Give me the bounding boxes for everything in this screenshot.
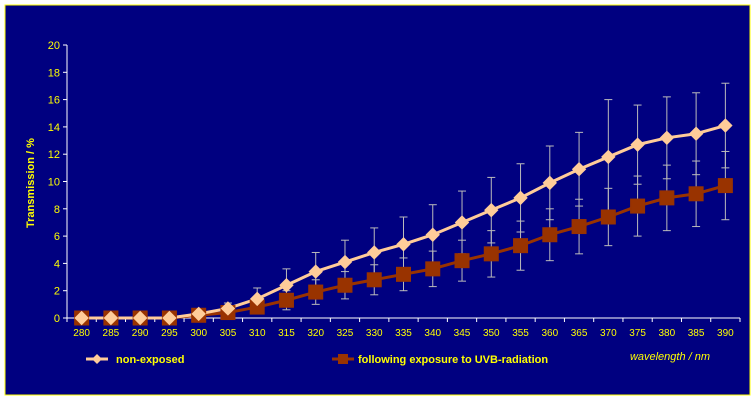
x-tick-label: 375 bbox=[629, 328, 646, 339]
data-point-non-exposed bbox=[191, 306, 206, 322]
x-tick-label: 305 bbox=[220, 328, 237, 339]
y-tick-label: 10 bbox=[48, 177, 60, 189]
data-point-non-exposed bbox=[718, 118, 733, 133]
data-point-non-exposed bbox=[484, 202, 499, 218]
data-point-uvb bbox=[513, 238, 529, 254]
x-tick-label: 310 bbox=[249, 328, 266, 339]
data-point-non-exposed bbox=[513, 190, 528, 206]
data-point-non-exposed bbox=[425, 227, 440, 242]
x-tick-label: 290 bbox=[132, 328, 149, 339]
x-tick-label: 315 bbox=[278, 328, 295, 339]
x-tick-label: 325 bbox=[337, 328, 354, 339]
x-tick-label: 335 bbox=[395, 328, 412, 339]
data-point-uvb bbox=[454, 253, 470, 269]
data-point-non-exposed bbox=[162, 310, 177, 326]
x-tick-label: 360 bbox=[541, 328, 558, 339]
x-tick-label: 280 bbox=[73, 328, 90, 339]
legend: non-exposed following exposure to UVB-ra… bbox=[86, 354, 548, 366]
data-point-uvb bbox=[483, 246, 499, 262]
x-tick-label: 300 bbox=[190, 328, 207, 339]
x-tick-label: 390 bbox=[717, 328, 734, 339]
data-point-uvb bbox=[278, 292, 294, 308]
y-tick-label: 4 bbox=[54, 258, 60, 270]
data-point-non-exposed bbox=[220, 301, 236, 316]
x-tick-label: 355 bbox=[512, 328, 529, 339]
y-tick-label: 20 bbox=[48, 40, 60, 52]
data-point-uvb bbox=[571, 219, 587, 235]
data-point-uvb bbox=[688, 186, 704, 202]
data-point-non-exposed bbox=[542, 175, 558, 191]
data-point-non-exposed bbox=[279, 278, 294, 293]
data-point-non-exposed bbox=[249, 291, 265, 307]
y-tick-label: 6 bbox=[54, 231, 60, 243]
data-point-uvb bbox=[425, 261, 441, 277]
x-tick-label: 330 bbox=[366, 328, 383, 339]
data-point-non-exposed bbox=[337, 254, 353, 270]
x-tick-label: 380 bbox=[659, 328, 676, 339]
data-point-non-exposed bbox=[103, 310, 119, 326]
data-point-uvb bbox=[542, 227, 558, 243]
data-point-uvb bbox=[337, 277, 353, 293]
y-tick-label: 18 bbox=[48, 67, 60, 79]
x-tick-label: 370 bbox=[600, 328, 617, 339]
y-tick-label: 8 bbox=[54, 204, 60, 216]
data-point-non-exposed bbox=[659, 130, 675, 146]
data-point-uvb bbox=[630, 198, 646, 214]
data-point-non-exposed bbox=[630, 137, 645, 152]
legend-label-non-exposed: non-exposed bbox=[116, 354, 184, 366]
y-tick-label: 2 bbox=[54, 286, 60, 298]
markers-layer bbox=[74, 118, 733, 326]
data-point-uvb bbox=[366, 272, 382, 288]
x-tick-label: 345 bbox=[454, 328, 471, 339]
data-point-non-exposed bbox=[454, 215, 470, 230]
legend-marker-uvb bbox=[338, 354, 348, 364]
y-tick-label: 0 bbox=[54, 313, 60, 325]
x-axis-label: wavelength / nm bbox=[630, 351, 710, 363]
data-point-non-exposed bbox=[308, 264, 323, 279]
data-point-non-exposed bbox=[367, 245, 382, 260]
x-tick-label: 320 bbox=[307, 328, 324, 339]
x-tick-label: 295 bbox=[161, 328, 178, 339]
x-tick-label: 350 bbox=[483, 328, 500, 339]
legend-marker-non-exposed bbox=[92, 354, 102, 364]
data-point-uvb bbox=[717, 178, 733, 194]
data-point-uvb bbox=[659, 190, 675, 206]
x-tick-label: 285 bbox=[103, 328, 120, 339]
data-point-uvb bbox=[600, 209, 616, 225]
data-point-non-exposed bbox=[396, 237, 411, 252]
y-tick-label: 12 bbox=[48, 149, 60, 161]
y-tick-label: 14 bbox=[48, 122, 60, 134]
y-axis-label: Transmission / % bbox=[25, 138, 37, 228]
data-point-non-exposed bbox=[571, 162, 587, 177]
chart-background bbox=[4, 4, 751, 396]
data-point-non-exposed bbox=[601, 149, 616, 165]
data-point-non-exposed bbox=[74, 310, 89, 326]
x-tick-label: 385 bbox=[688, 328, 705, 339]
legend-label-uvb: following exposure to UVB-radiation bbox=[358, 354, 548, 366]
x-tick-label: 365 bbox=[571, 328, 588, 339]
x-tick-label: 340 bbox=[424, 328, 441, 339]
data-point-non-exposed bbox=[132, 310, 148, 326]
data-point-uvb bbox=[308, 284, 324, 300]
data-point-non-exposed bbox=[688, 126, 704, 141]
y-tick-label: 16 bbox=[48, 95, 60, 107]
data-point-uvb bbox=[396, 266, 411, 282]
